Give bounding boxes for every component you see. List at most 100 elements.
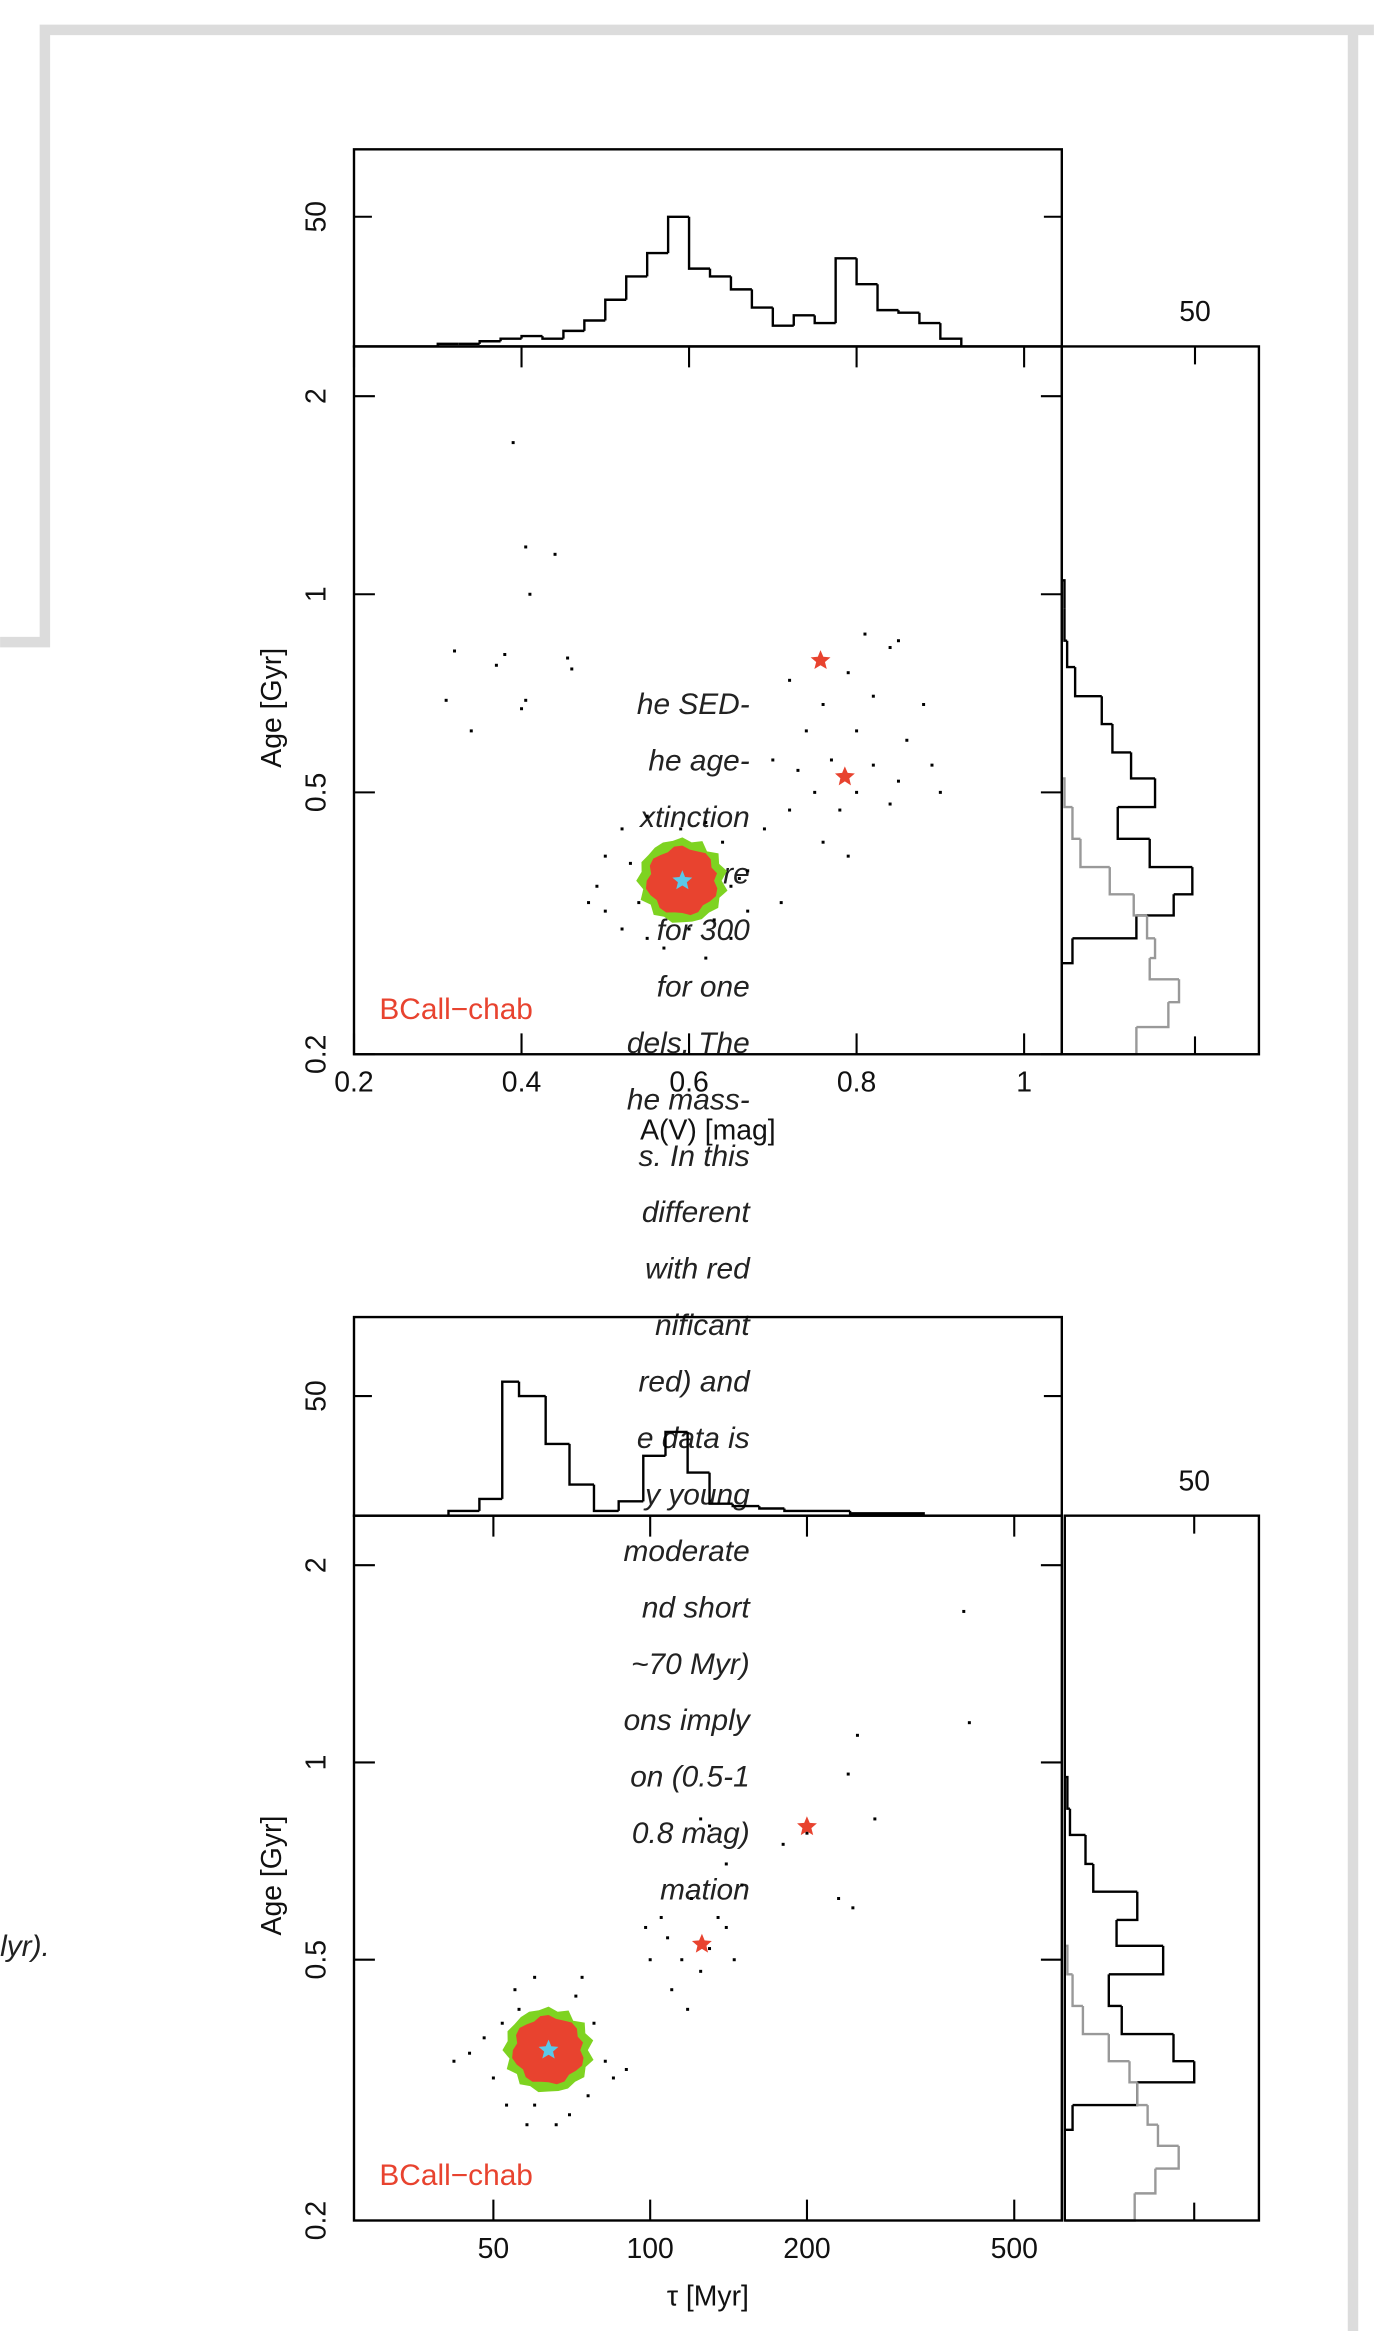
histogram-bin [645, 251, 669, 277]
body-text-line: e data is [637, 1422, 750, 1455]
body-text-line: moderate [624, 1535, 750, 1568]
scatter-point [620, 927, 624, 931]
scatter-point [704, 820, 708, 824]
histogram-bin [1072, 2082, 1139, 2107]
body-text-line: for one [657, 970, 750, 1003]
scatter-point [491, 2076, 495, 2080]
histogram-bin [541, 336, 564, 340]
scatter-point [568, 2113, 571, 2117]
x-tick-label: 50 [478, 2233, 510, 2265]
scatter-point [603, 854, 607, 858]
histogram-bin [1148, 838, 1193, 869]
body-text-line: red) and [638, 1366, 751, 1399]
scatter-point [871, 694, 875, 698]
histogram-bin [1081, 2005, 1109, 2036]
scatter-point [680, 1958, 684, 1962]
histogram-bin [1129, 752, 1156, 780]
scatter-point [524, 545, 528, 549]
x-tick-label: 0.6 [669, 1067, 708, 1099]
scatter-point [670, 1988, 674, 1992]
scatter-point [637, 901, 641, 905]
histogram-bin [1134, 2168, 1157, 2195]
plot-frame [1060, 345, 1261, 1056]
scatter-point [533, 1975, 537, 1979]
y-axis-label: Age [Gyr] [256, 1816, 288, 1936]
scatter-point [871, 763, 875, 767]
scatter-point [686, 2007, 690, 2011]
scatter-point [896, 639, 900, 643]
body-text-line: ~70 Myr) [631, 1648, 750, 1681]
scatter-point [628, 861, 632, 865]
histogram-bin [666, 215, 690, 254]
histogram-bin [771, 307, 794, 327]
histogram-bin [1107, 2034, 1130, 2063]
histogram-bin [1100, 696, 1113, 726]
histogram-bin [1120, 2005, 1174, 2036]
scatter-point [566, 656, 570, 660]
scatter-point [737, 876, 741, 880]
scatter-point [444, 698, 448, 702]
scatter-point [648, 1958, 652, 1962]
x-tick-label: 50 [1179, 296, 1211, 328]
scatter-point [729, 884, 733, 888]
scatter-point [888, 646, 892, 650]
histogram-bin [592, 1484, 619, 1513]
scatter-point [863, 632, 867, 636]
x-tick-label: 100 [627, 2233, 674, 2265]
scatter-point [687, 927, 691, 931]
histogram-bin [1136, 894, 1175, 917]
scatter-point [846, 854, 850, 858]
histogram-bin [604, 298, 627, 321]
scatter-point [846, 671, 850, 675]
scatter-point [574, 1994, 578, 1998]
histogram-bin [1173, 867, 1194, 896]
y-tick-label: 1 [301, 1755, 333, 1771]
histogram-bin [1064, 1944, 1073, 1976]
y-tick-label: 0.2 [301, 2201, 333, 2240]
scatter-point [821, 840, 825, 844]
scatter-point [528, 592, 532, 596]
histogram-bin [1061, 1027, 1138, 1056]
scatter-point [468, 2051, 472, 2055]
scatter-point [624, 2067, 628, 2071]
histogram-bin [1136, 2082, 1148, 2107]
frame-edge [0, 24, 1374, 648]
body-text-line: ons imply [624, 1704, 752, 1737]
scatter-point [679, 827, 683, 831]
histogram-bin [897, 310, 920, 314]
star-marker [810, 650, 831, 669]
histogram-bin [478, 1497, 503, 1511]
y-tick-label: 0.5 [301, 773, 333, 812]
scatter-point [821, 702, 825, 706]
scatter-point [525, 2123, 529, 2127]
histogram-bin [642, 1454, 666, 1502]
histogram-bin [1064, 2193, 1136, 2222]
histogram-bin [686, 1431, 710, 1474]
histogram-bin [447, 1509, 480, 1516]
scatter-point [729, 936, 733, 940]
scatter-point [788, 808, 792, 812]
scatter-point [689, 1897, 693, 1900]
x-tick-label: 0.2 [334, 1067, 373, 1099]
y-tick-label: 2 [301, 388, 333, 404]
star-marker [691, 1933, 712, 1953]
y-tick-label: 0.5 [301, 1940, 333, 1979]
scatter-point [829, 758, 833, 762]
scatter-point [746, 909, 750, 913]
histogram-bin [708, 268, 731, 278]
scatter-point [520, 707, 524, 711]
scatter-point [513, 1988, 517, 1992]
scatter-point [716, 1915, 720, 1919]
histogram-bin [625, 275, 648, 300]
scatter-point [724, 1925, 728, 1929]
plot-frame [1063, 1514, 1261, 2222]
annotation: BCall−chab [379, 2159, 533, 2192]
histogram-bin [1117, 778, 1157, 809]
histogram-bin [783, 1508, 807, 1513]
body-text-line: lyr). [0, 1930, 50, 1963]
histogram-bin [1108, 1945, 1165, 1976]
histogram-bin [1068, 1808, 1086, 1837]
histogram-bin [1168, 979, 1181, 1004]
scatter-point [554, 2123, 558, 2127]
histogram-bin [1073, 667, 1102, 698]
